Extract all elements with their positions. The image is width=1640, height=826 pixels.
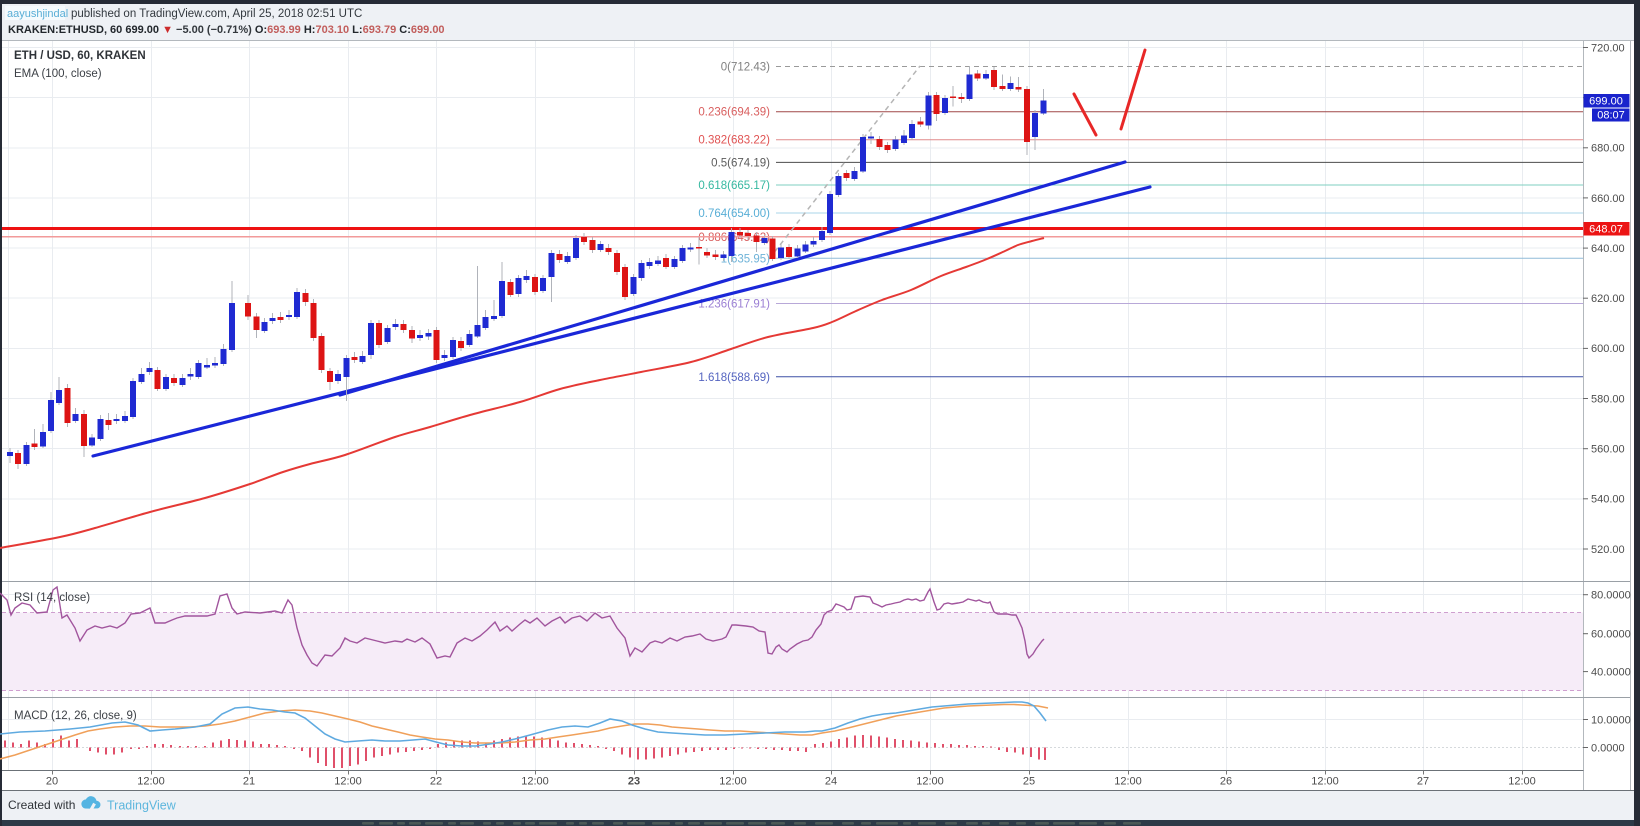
svg-text:12:00: 12:00 xyxy=(137,776,165,788)
svg-text:published on TradingView.com,: published on TradingView.com, April 25, … xyxy=(71,8,362,20)
svg-text:KRAKEN:ETHUSD, 60 699.00 ▼ −5.: KRAKEN:ETHUSD, 60 699.00 ▼ −5.00 (−0.71%… xyxy=(8,24,445,36)
svg-text:699.00: 699.00 xyxy=(1589,96,1623,108)
svg-text:540.00: 540.00 xyxy=(1591,494,1625,506)
svg-text:TradingView: TradingView xyxy=(107,799,177,813)
svg-text:0.0000: 0.0000 xyxy=(1591,742,1625,754)
svg-text:0.382(683.22): 0.382(683.22) xyxy=(698,135,770,147)
svg-text:12:00: 12:00 xyxy=(916,776,944,788)
svg-text:EMA (100, close): EMA (100, close) xyxy=(14,68,102,80)
svg-text:26: 26 xyxy=(1220,776,1232,788)
svg-text:720.00: 720.00 xyxy=(1591,42,1625,54)
svg-text:620.00: 620.00 xyxy=(1591,293,1625,305)
svg-text:40.0000: 40.0000 xyxy=(1591,666,1631,678)
svg-text:60.0000: 60.0000 xyxy=(1591,629,1631,641)
svg-text:12:00: 12:00 xyxy=(521,776,549,788)
svg-text:RSI (14, close): RSI (14, close) xyxy=(14,592,90,604)
svg-text:0.236(694.39): 0.236(694.39) xyxy=(698,107,770,119)
svg-text:648.07: 648.07 xyxy=(1589,224,1623,236)
svg-text:520.00: 520.00 xyxy=(1591,544,1625,556)
svg-text:25: 25 xyxy=(1023,776,1035,788)
svg-text:12:00: 12:00 xyxy=(334,776,362,788)
svg-text:22: 22 xyxy=(430,776,442,788)
svg-text:640.00: 640.00 xyxy=(1591,243,1625,255)
svg-text:aayushjindal: aayushjindal xyxy=(7,8,68,20)
svg-text:0.5(674.19): 0.5(674.19) xyxy=(711,157,770,169)
svg-text:0(712.43): 0(712.43) xyxy=(721,62,770,74)
svg-text:10.0000: 10.0000 xyxy=(1591,714,1631,726)
svg-text:08:07: 08:07 xyxy=(1597,110,1625,122)
svg-text:20: 20 xyxy=(46,776,58,788)
svg-text:24: 24 xyxy=(825,776,837,788)
svg-text:560.00: 560.00 xyxy=(1591,444,1625,456)
svg-text:0.618(665.17): 0.618(665.17) xyxy=(698,180,770,192)
svg-text:0.764(654.00): 0.764(654.00) xyxy=(698,208,770,220)
svg-text:1(635.95): 1(635.95) xyxy=(721,253,770,265)
svg-text:600.00: 600.00 xyxy=(1591,343,1625,355)
svg-text:660.00: 660.00 xyxy=(1591,193,1625,205)
svg-text:23: 23 xyxy=(628,776,640,788)
svg-text:1.618(588.69): 1.618(588.69) xyxy=(698,372,770,384)
svg-text:Created with: Created with xyxy=(8,798,75,812)
svg-text:1.236(617.91): 1.236(617.91) xyxy=(698,299,770,311)
svg-text:12:00: 12:00 xyxy=(1114,776,1142,788)
svg-text:580.00: 580.00 xyxy=(1591,393,1625,405)
svg-text:680.00: 680.00 xyxy=(1591,143,1625,155)
svg-text:12:00: 12:00 xyxy=(1311,776,1339,788)
svg-text:12:00: 12:00 xyxy=(1508,776,1536,788)
svg-text:MACD (12, 26, close, 9): MACD (12, 26, close, 9) xyxy=(14,710,137,722)
svg-text:21: 21 xyxy=(243,776,255,788)
svg-text:12:00: 12:00 xyxy=(719,776,747,788)
svg-text:27: 27 xyxy=(1417,776,1429,788)
svg-text:80.0000: 80.0000 xyxy=(1591,590,1631,602)
svg-text:ETH / USD, 60, KRAKEN: ETH / USD, 60, KRAKEN xyxy=(14,50,146,62)
